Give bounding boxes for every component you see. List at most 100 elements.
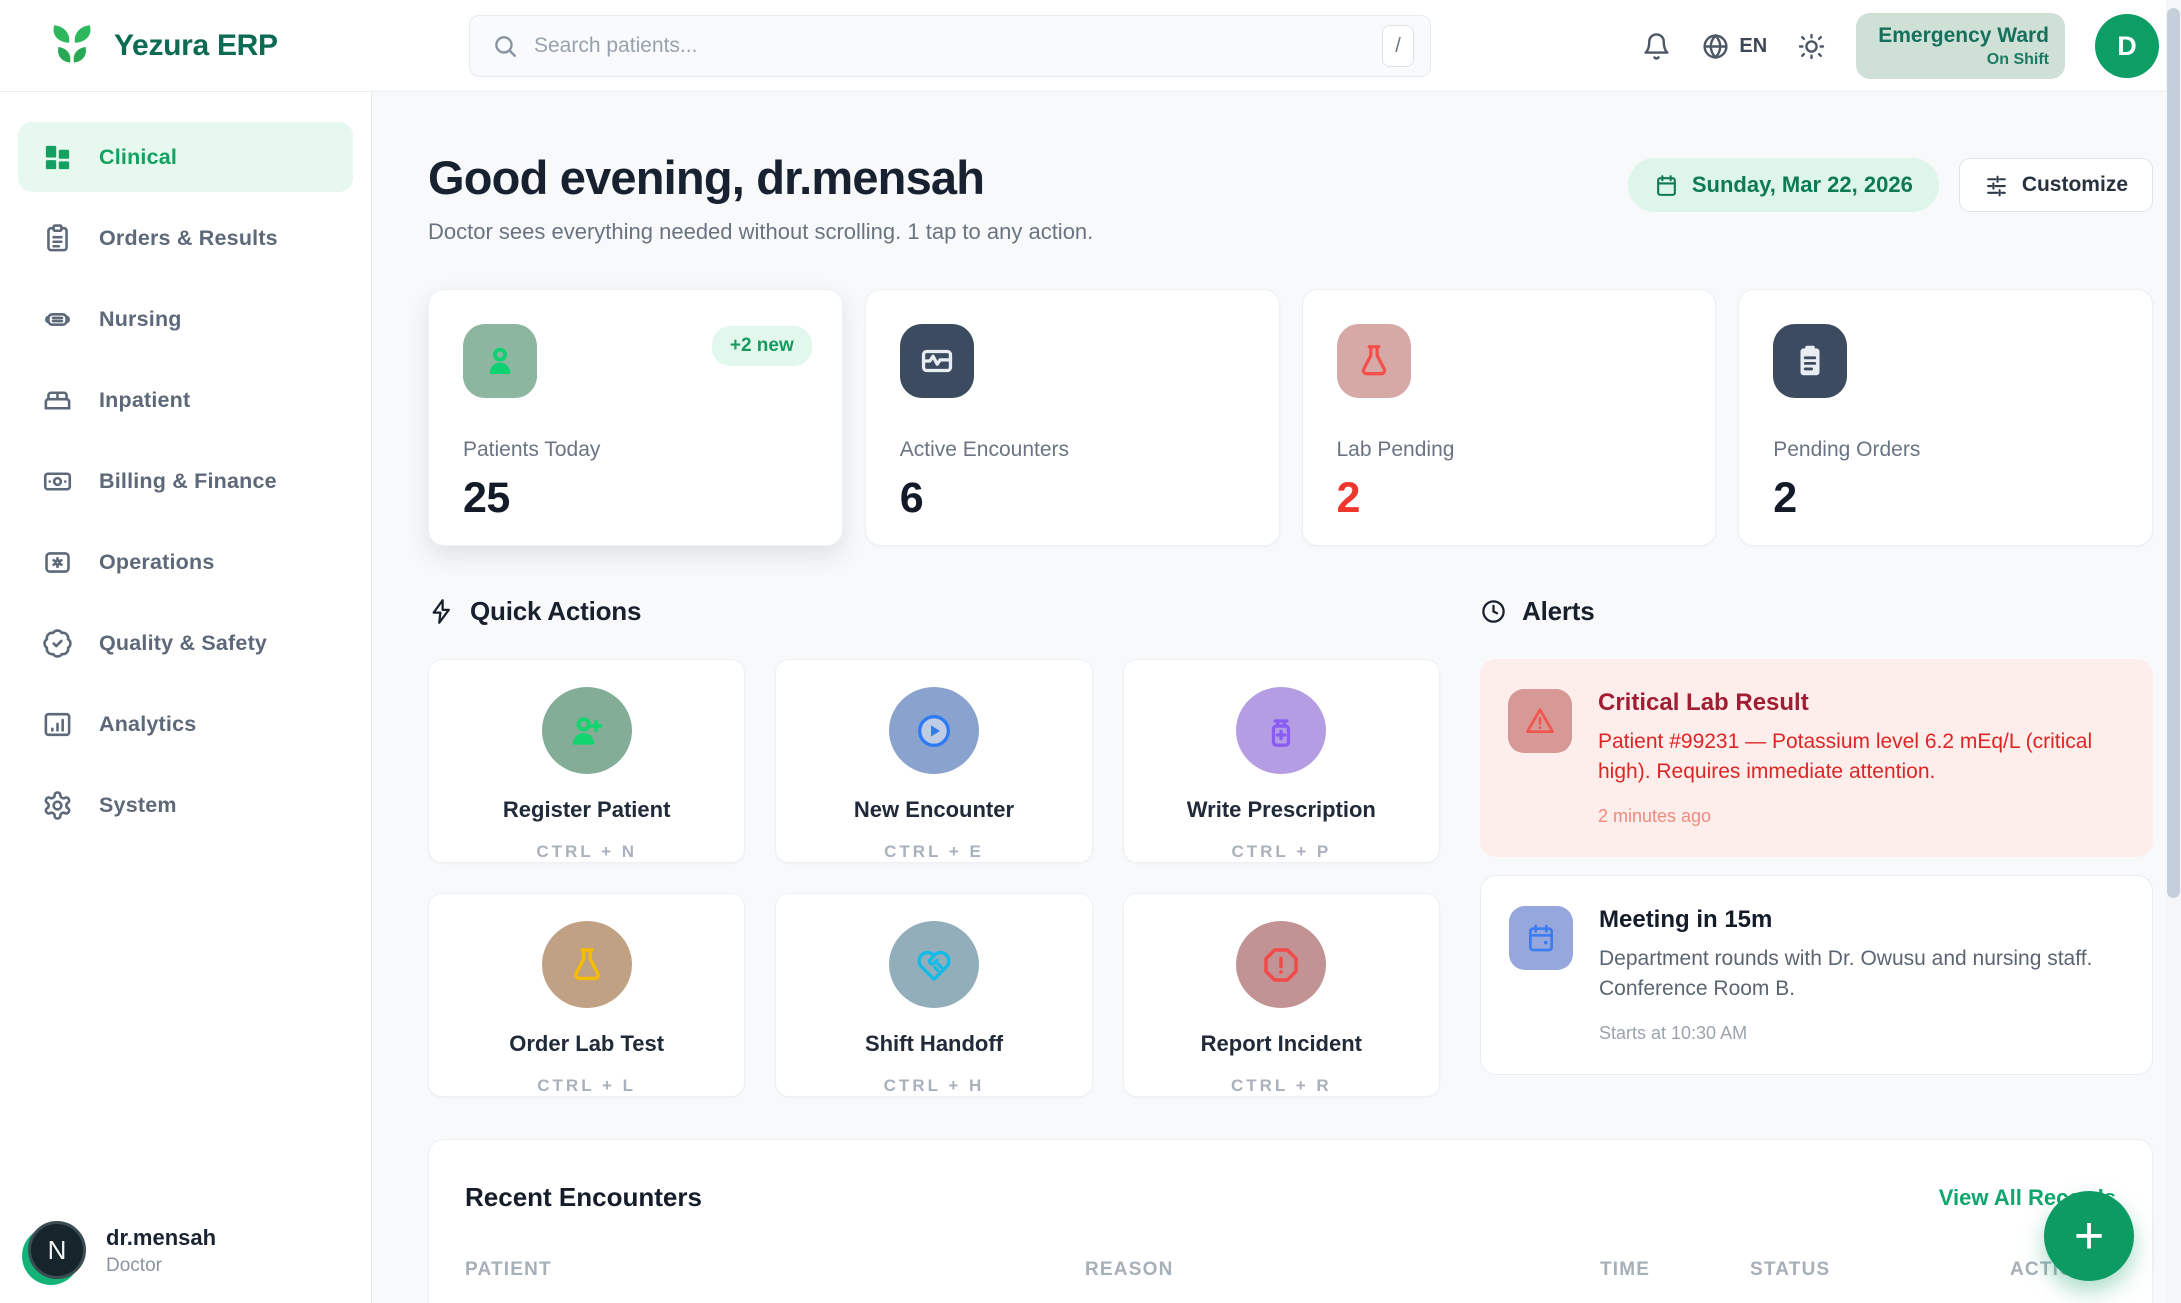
sidebar-item-nursing[interactable]: Nursing <box>18 284 353 354</box>
alert-timestamp: Starts at 10:30 AM <box>1599 1022 1748 1043</box>
warning-triangle-icon <box>1526 708 1554 733</box>
play-circle-icon <box>917 714 950 747</box>
sidebar-item-label: Analytics <box>99 711 197 736</box>
sidebar-user[interactable]: N dr.mensah Doctor <box>0 1201 371 1303</box>
clipboard-icon <box>1800 345 1820 376</box>
customize-button[interactable]: Customize <box>1958 158 2153 212</box>
user-avatar-small: N <box>22 1221 86 1285</box>
calendar-icon <box>1657 174 1676 196</box>
globe-icon <box>1703 33 1729 59</box>
banknote-icon <box>43 471 72 491</box>
sidebar-item-orders-results[interactable]: Orders & Results <box>18 203 353 273</box>
theme-toggle-button[interactable] <box>1797 32 1826 61</box>
badge-check-icon <box>43 628 72 658</box>
user-role: Doctor <box>106 1255 162 1276</box>
flask-icon <box>1361 345 1386 376</box>
sidebar-item-analytics[interactable]: Analytics <box>18 689 353 759</box>
stat-label: Lab Pending <box>1336 438 1455 461</box>
pill-bottle-icon <box>1272 718 1291 747</box>
sidebar-item-clinical[interactable]: Clinical <box>18 122 353 192</box>
column-header-status: STATUS <box>1750 1259 1831 1280</box>
page-scrollbar[interactable] <box>2166 0 2181 1303</box>
alerts-section: Alerts Critical Lab Result Patient #9923… <box>1480 596 2153 1075</box>
date-badge: Sunday, Mar 22, 2026 <box>1627 158 1939 212</box>
badge-gear-icon <box>45 551 70 573</box>
layout-grid-icon <box>45 145 70 169</box>
sidebar-item-label: Operations <box>99 549 215 574</box>
sidebar-item-label: Clinical <box>99 144 178 169</box>
language-code: EN <box>1739 34 1768 57</box>
user-avatar[interactable]: D <box>2095 14 2159 78</box>
stat-label: Active Encounters <box>899 438 1070 461</box>
sidebar-item-billing-finance[interactable]: Billing & Finance <box>18 446 353 516</box>
column-header-time: TIME <box>1600 1259 1651 1280</box>
clipboard-list-icon <box>47 223 68 251</box>
sidebar-item-label: Billing & Finance <box>99 468 277 493</box>
ward-name: Emergency Ward <box>1878 24 2049 48</box>
search-input[interactable]: Search patients... / <box>469 15 1431 77</box>
stat-card-pending-orders[interactable]: Pending Orders 2 <box>1738 289 2153 546</box>
sidebar-item-inpatient[interactable]: Inpatient <box>18 365 353 435</box>
stat-card-lab-pending[interactable]: Lab Pending 2 <box>1301 289 1717 546</box>
shift-status: On Shift <box>1986 50 2049 68</box>
sun-icon <box>1799 33 1825 59</box>
table-header-row: PATIENT REASON TIME STATUS ACTIONS <box>465 1259 2116 1303</box>
heart-handshake-icon <box>917 950 951 981</box>
gear-icon <box>44 790 71 820</box>
alert-title: Critical Lab Result <box>1598 689 1809 716</box>
stat-label: Pending Orders <box>1773 438 1921 461</box>
main-content: Good evening, dr.mensah Doctor sees ever… <box>372 92 2181 1303</box>
lightning-icon <box>432 599 450 624</box>
quick-actions-section: Quick Actions Register Patient CTRL <box>428 596 1440 1097</box>
quick-action-order-lab-test[interactable]: Order Lab Test CTRL + L <box>428 893 746 1097</box>
search-icon <box>495 36 516 57</box>
action-shortcut: CTRL + L <box>537 1076 637 1095</box>
quick-action-report-incident[interactable]: Report Incident CTRL + R <box>1122 893 1440 1097</box>
notifications-button[interactable] <box>1642 32 1671 61</box>
column-header-patient: PATIENT <box>465 1259 552 1280</box>
quick-action-new-encounter[interactable]: New Encounter CTRL + E <box>775 659 1093 863</box>
clock-icon <box>1482 600 1505 623</box>
stat-label: Patients Today <box>463 438 601 461</box>
quick-action-register-patient[interactable]: Register Patient CTRL + N <box>428 659 746 863</box>
alert-timestamp: 2 minutes ago <box>1598 805 1712 826</box>
alert-meeting-reminder[interactable]: Meeting in 15m Department rounds with Dr… <box>1480 874 2153 1075</box>
stat-value: 2 <box>1773 474 1797 522</box>
action-shortcut: CTRL + H <box>883 1076 985 1095</box>
scrollbar-thumb[interactable] <box>2167 8 2180 898</box>
bar-chart-icon <box>44 712 71 736</box>
add-button[interactable]: + <box>2044 1191 2134 1281</box>
app-title: Yezura ERP <box>114 29 278 62</box>
action-label: Write Prescription <box>1186 797 1376 822</box>
alert-title: Meeting in 15m <box>1599 905 1773 933</box>
sidebar: Clinical Orders & Results Nursing <box>0 92 372 1303</box>
bell-icon <box>1644 32 1670 60</box>
stat-card-patients-today[interactable]: +2 new Patients Today 25 <box>428 289 843 546</box>
page-title: Good evening, dr.mensah <box>428 151 985 204</box>
customize-label: Customize <box>2021 173 2128 196</box>
ward-status-badge[interactable]: Emergency Ward On Shift <box>1856 13 2065 79</box>
quick-action-write-prescription[interactable]: Write Prescription CTRL + P <box>1122 659 1440 863</box>
flask-icon <box>573 947 600 980</box>
sidebar-item-label: Orders & Results <box>99 225 278 250</box>
recent-encounters-card: Recent Encounters View All Records PATIE… <box>428 1139 2153 1303</box>
column-header-reason: REASON <box>1085 1259 1174 1280</box>
topbar-actions: EN Emergency Ward On Shift D <box>1642 0 2159 92</box>
search-placeholder: Search patients... <box>534 34 698 57</box>
quick-action-shift-handoff[interactable]: Shift Handoff CTRL + H <box>775 893 1093 1097</box>
sliders-icon <box>1986 175 2006 196</box>
sidebar-item-operations[interactable]: Operations <box>18 527 353 597</box>
sidebar-item-system[interactable]: System <box>18 770 353 840</box>
stat-value: 2 <box>1336 474 1361 522</box>
sidebar-item-label: System <box>99 792 177 817</box>
new-patients-badge: +2 new <box>711 326 812 366</box>
bed-icon <box>44 390 71 410</box>
action-label: Shift Handoff <box>864 1031 1004 1056</box>
alert-critical-lab-result[interactable]: Critical Lab Result Patient #99231 — Pot… <box>1480 659 2153 857</box>
sidebar-item-quality-safety[interactable]: Quality & Safety <box>18 608 353 678</box>
section-title: Quick Actions <box>470 596 642 626</box>
stat-card-active-encounters[interactable]: Active Encounters 6 <box>864 289 1280 546</box>
action-label: Order Lab Test <box>509 1031 665 1056</box>
language-selector[interactable]: EN <box>1701 32 1767 61</box>
